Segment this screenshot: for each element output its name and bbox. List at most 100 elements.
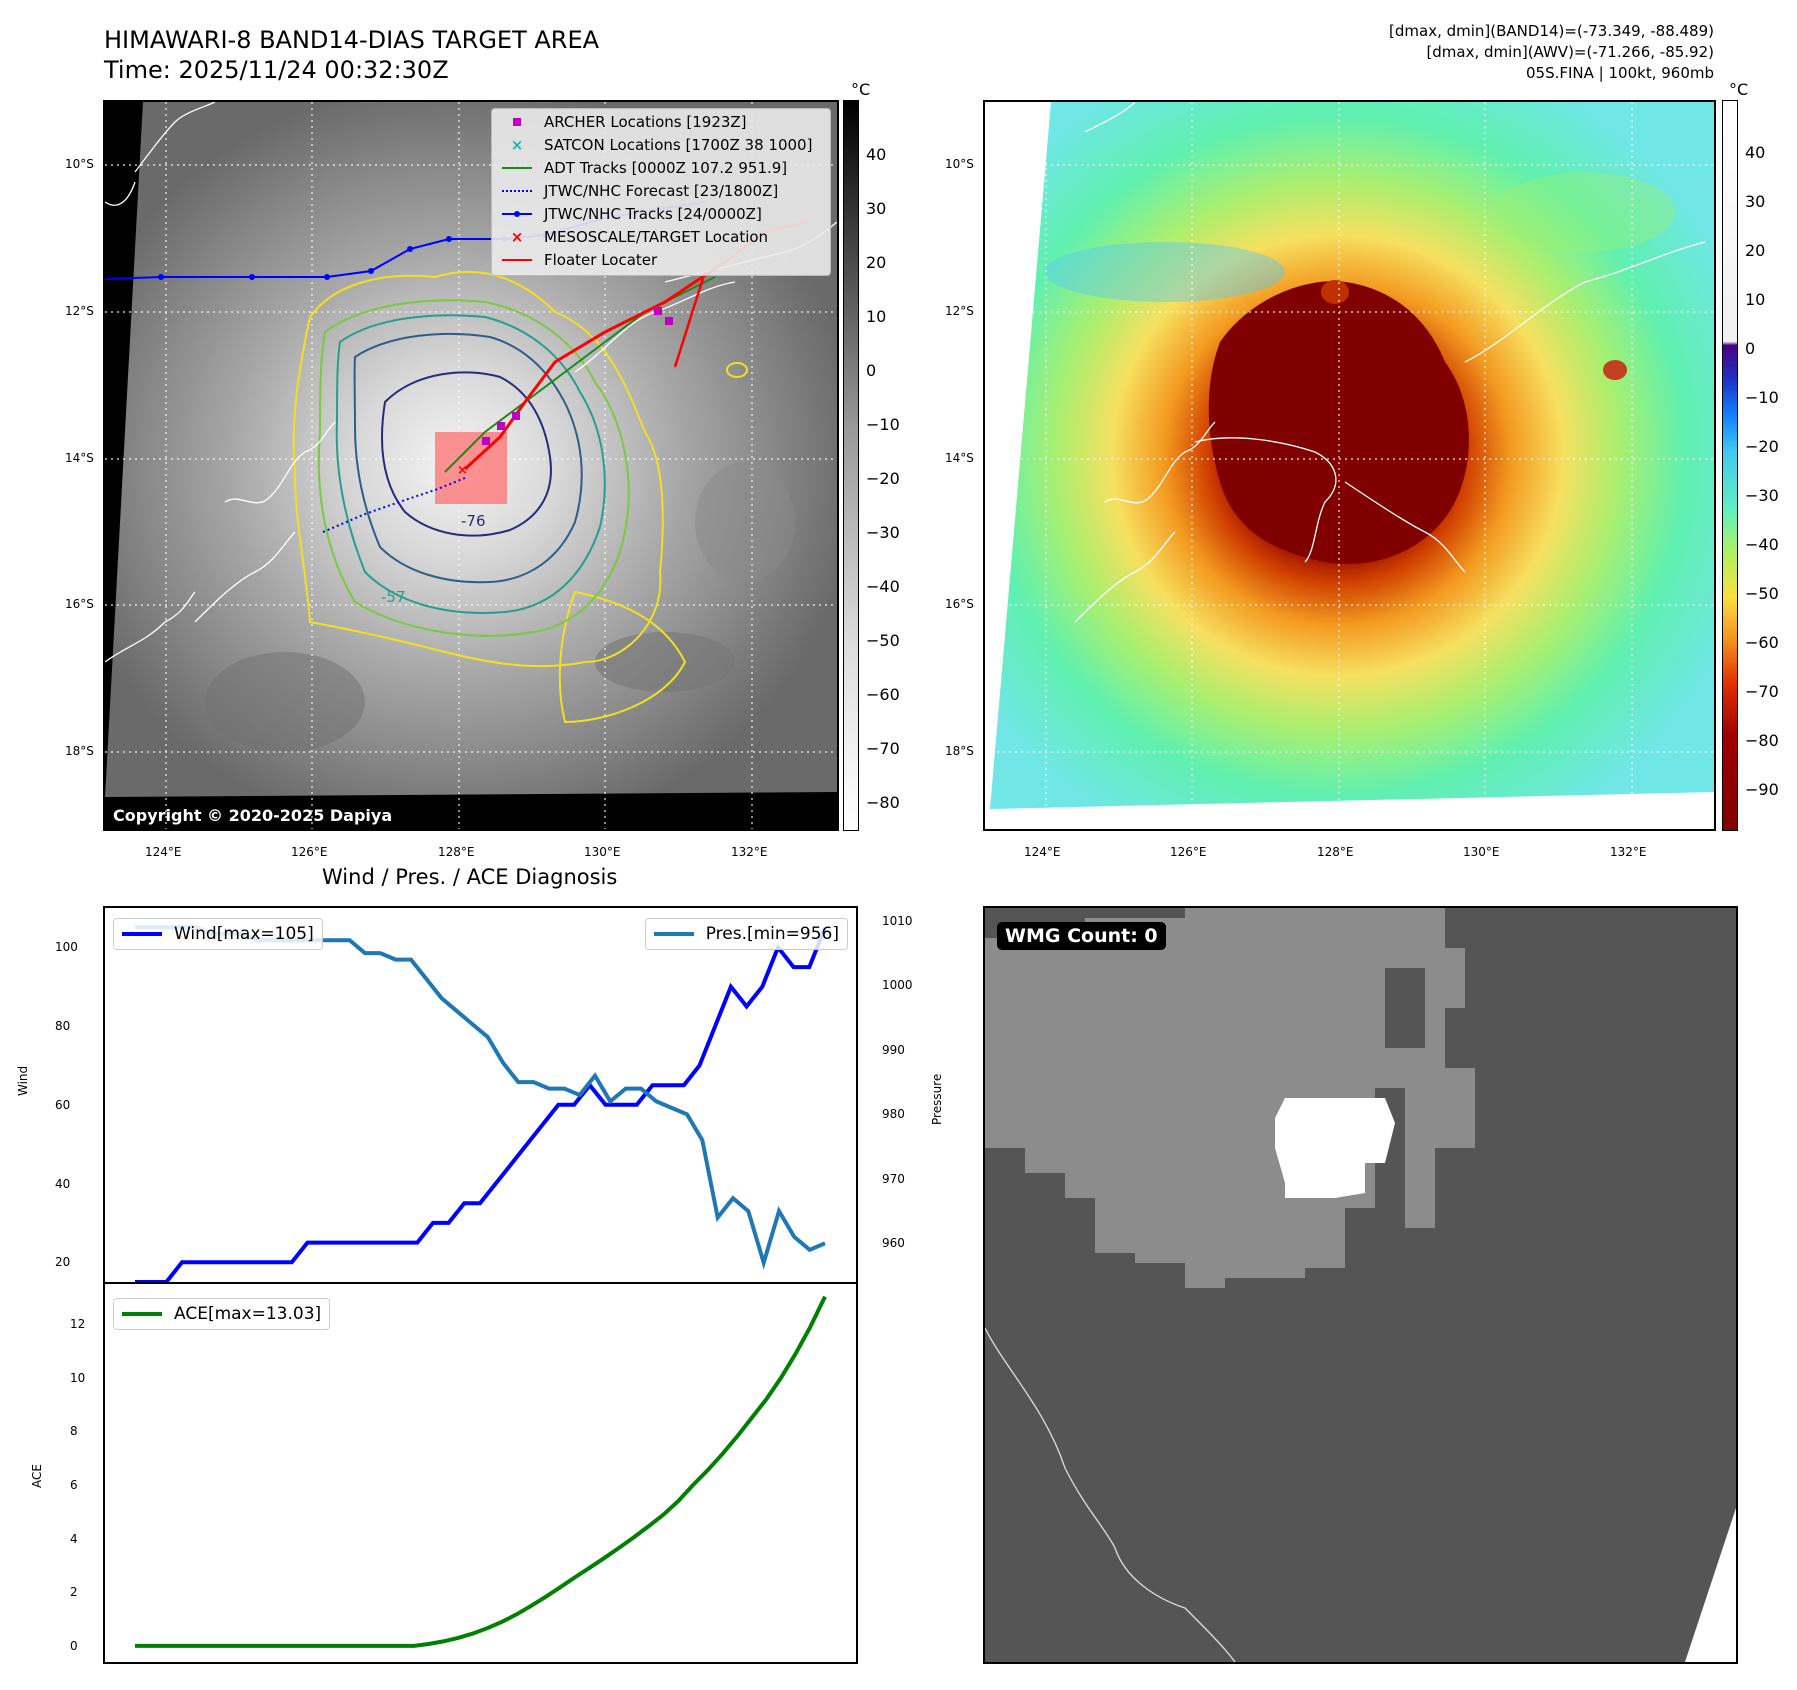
ace-ytick: 6: [70, 1478, 78, 1493]
ace-legend: ACE[max=13.03]: [113, 1298, 331, 1330]
legend-item-archer: ARCHER Locations [1923Z]: [500, 111, 747, 133]
copyright-text: Copyright © 2020-2025 Dapiya: [113, 806, 393, 825]
lon-label: 124°E: [145, 845, 182, 859]
lon-label: 126°E: [1170, 845, 1207, 859]
lat-label: 14°S: [945, 451, 974, 465]
legend-item-floater: Floater Locater: [500, 249, 657, 271]
wind-legend: Wind[max=105]: [113, 918, 323, 950]
wmg-panel: WMG Count: 0: [983, 906, 1738, 1664]
ace-ytick: 0: [70, 1638, 78, 1653]
ace-plot: [135, 1295, 827, 1648]
lat-label: 10°S: [945, 157, 974, 171]
chart-title-line1: HIMAWARI-8 BAND14-DIAS TARGET AREA: [104, 26, 600, 54]
pressure-series-line: [135, 925, 826, 1270]
svg-text:×: ×: [457, 463, 468, 478]
lat-label: 16°S: [945, 597, 974, 611]
color-colorbar: [1722, 100, 1738, 831]
lon-label: 128°E: [438, 845, 475, 859]
ace-legend-label: ACE[max=13.03]: [174, 1304, 322, 1324]
ir-colorbar-tick: −70: [866, 739, 900, 758]
color-colorbar-tick: 20: [1745, 241, 1766, 260]
color-colorbar-tick: −90: [1745, 780, 1779, 799]
colorbar-unit: °C: [851, 80, 871, 99]
lon-label: 128°E: [1317, 845, 1354, 859]
pressure-ytick: 1000: [882, 978, 913, 993]
diagnosis-title: Wind / Pres. / ACE Diagnosis: [322, 865, 618, 889]
lon-label: 124°E: [1024, 845, 1061, 859]
ir-colorbar-tick: −50: [866, 631, 900, 650]
color-colorbar-tick: −70: [1745, 682, 1779, 701]
ir-colorbar-tick: −20: [866, 469, 900, 488]
cold-core: [1208, 281, 1469, 564]
legend-item-satcon: × SATCON Locations [1700Z 38 1000]: [510, 136, 813, 154]
lon-label: 130°E: [1463, 845, 1500, 859]
lat-label: 10°S: [65, 157, 94, 171]
storm-info: 05S.FINA | 100kt, 960mb: [1526, 64, 1714, 82]
target-area-box: [435, 432, 507, 504]
lat-label: 14°S: [65, 451, 94, 465]
lon-label: 130°E: [584, 845, 621, 859]
lon-label: 126°E: [291, 845, 328, 859]
color-colorbar-tick: 0: [1745, 339, 1756, 358]
lat-label: 12°S: [945, 304, 974, 318]
jtwc-forecast: [322, 477, 466, 533]
ir-colorbar-tick: 10: [866, 307, 887, 326]
pressure-legend-label: Pres.[min=956]: [705, 924, 839, 944]
lat-label: 18°S: [945, 744, 974, 758]
color-colorbar-tick: −20: [1745, 437, 1779, 456]
pressure-ytick: 1010: [882, 913, 913, 928]
ace-ytick: 8: [70, 1424, 78, 1439]
ace-ytick: 2: [70, 1585, 78, 1600]
wind-ytick: 80: [55, 1019, 71, 1034]
wmg-region-core: [1275, 1098, 1395, 1198]
wind-ytick: 100: [55, 940, 78, 955]
ace-series-line: [135, 1295, 827, 1648]
ace-ytick: 4: [70, 1531, 78, 1546]
color-colorbar-tick: −30: [1745, 486, 1779, 505]
color-map-svg: [985, 102, 1714, 829]
coastline: [985, 1327, 1236, 1662]
lon-label: 132°E: [1610, 845, 1647, 859]
wind-legend-label: Wind[max=105]: [174, 924, 314, 944]
wind-ytick: 40: [55, 1176, 71, 1191]
ir-colorbar-tick: −40: [866, 577, 900, 596]
wind-pres-panel: Wind[max=105] Pres.[min=956]: [103, 906, 858, 1284]
wmg-count-badge: WMG Count: 0: [997, 922, 1166, 950]
wmg-map: [985, 908, 1736, 1662]
color-colorbar-tick: −50: [1745, 584, 1779, 603]
ace-panel: ACE[max=13.03]: [103, 1282, 858, 1664]
wind-ylabel: Wind: [16, 1065, 30, 1096]
contour-label-57: -57: [381, 588, 406, 606]
chart-title-line2: Time: 2025/11/24 00:32:30Z: [104, 56, 449, 84]
legend-item-jtwc-tracks: JTWC/NHC Tracks [24/0000Z]: [500, 203, 762, 225]
ir-colorbar-tick: 20: [866, 253, 887, 272]
ir-colorbar-tick: 30: [866, 199, 887, 218]
ace-ylabel: ACE: [30, 1464, 44, 1488]
legend-item-jtwc-forecast: JTWC/NHC Forecast [23/1800Z]: [500, 180, 778, 202]
color-colorbar-tick: −10: [1745, 388, 1779, 407]
pressure-ytick: 960: [882, 1236, 905, 1251]
ir-colorbar-tick: 0: [866, 361, 877, 380]
lat-label: 18°S: [65, 744, 94, 758]
wind-pres-plot: [135, 925, 827, 1282]
track-legend: ARCHER Locations [1923Z] × SATCON Locati…: [491, 108, 831, 276]
wind-ytick: 60: [55, 1097, 71, 1112]
wind-ytick: 20: [55, 1255, 71, 1270]
pressure-legend: Pres.[min=956]: [644, 918, 848, 950]
color-map-panel: [983, 100, 1716, 831]
color-colorbar-tick: −80: [1745, 731, 1779, 750]
ir-colorbar-tick: −30: [866, 523, 900, 542]
ir-colorbar-tick: −80: [866, 793, 900, 812]
stats-line2: [dmax, dmin](AWV)=(-71.266, -85.92): [1426, 43, 1714, 61]
wind-series-line: [135, 926, 827, 1282]
color-colorbar-tick: −40: [1745, 535, 1779, 554]
color-colorbar-tick: 30: [1745, 192, 1766, 211]
color-colorbar-tick: 10: [1745, 290, 1766, 309]
contour-label-76: -76: [461, 512, 486, 530]
lat-label: 12°S: [65, 304, 94, 318]
color-colorbar-tick: 40: [1745, 143, 1766, 162]
lat-label: 16°S: [65, 597, 94, 611]
colorbar-unit: °C: [1729, 80, 1749, 99]
adt-track: [444, 276, 716, 473]
pressure-ytick: 970: [882, 1171, 905, 1186]
